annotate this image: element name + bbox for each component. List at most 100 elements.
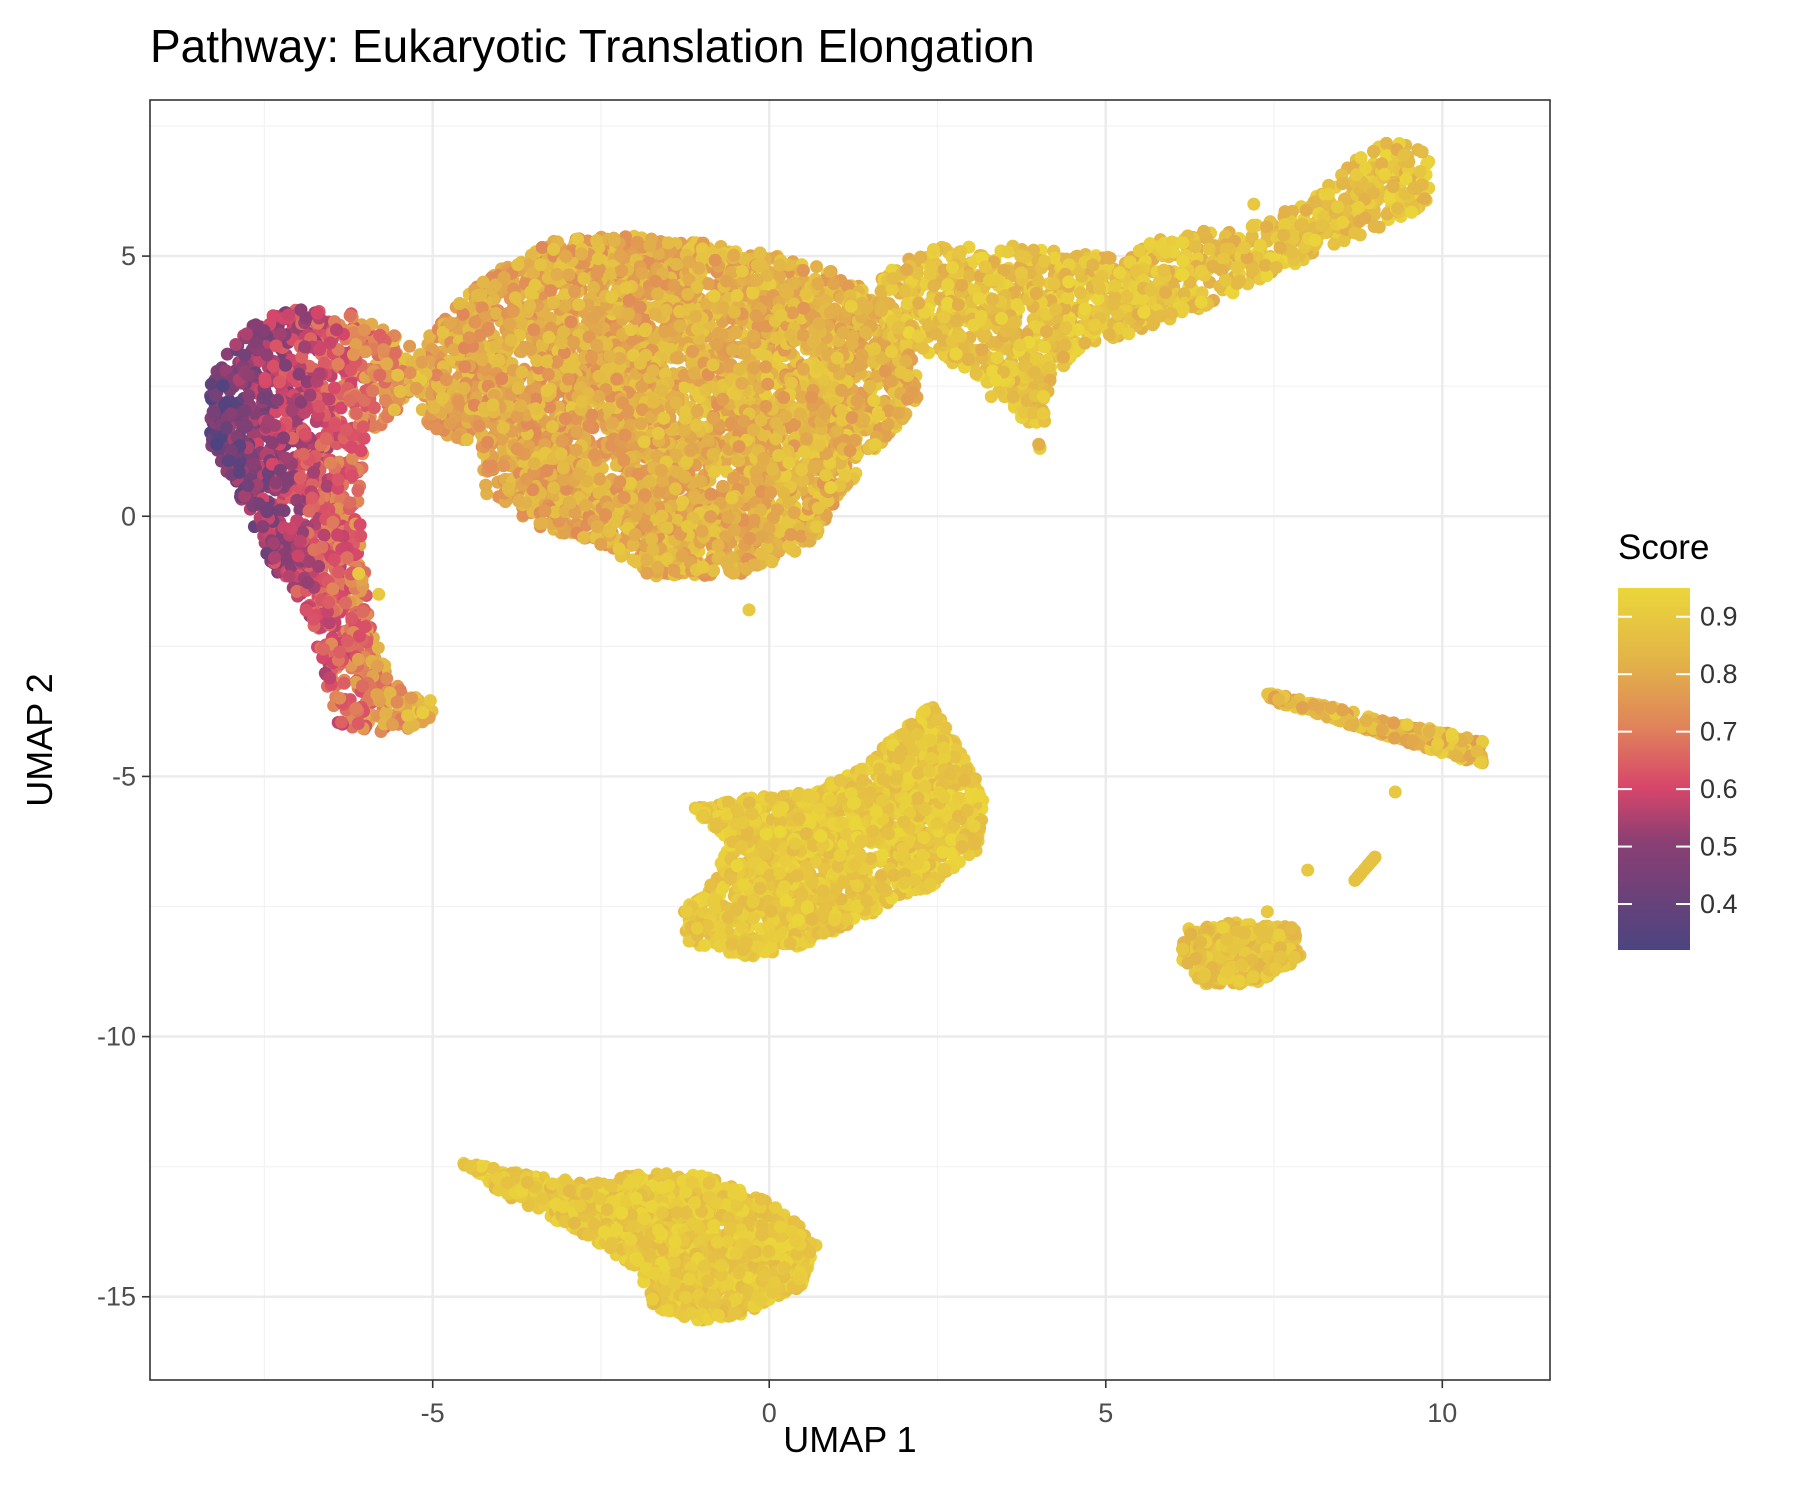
scatter-point <box>784 528 798 542</box>
scatter-point <box>605 416 619 430</box>
scatter-point <box>510 442 524 456</box>
scatter-point <box>669 482 683 496</box>
scatter-point <box>590 234 604 248</box>
scatter-point <box>855 296 869 310</box>
scatter-point <box>637 435 651 449</box>
scatter-point <box>613 248 627 262</box>
scatter-point <box>474 288 488 302</box>
scatter-point <box>541 368 555 381</box>
scatter-point <box>835 383 849 397</box>
scatter-point <box>616 396 629 410</box>
scatter-point <box>617 453 631 467</box>
scatter-point <box>730 289 744 302</box>
scatter-point <box>451 394 465 408</box>
scatter-point <box>512 494 526 508</box>
scatter-point <box>562 372 575 386</box>
scatter-point <box>603 349 617 363</box>
scatter-point <box>727 248 741 262</box>
scatter-point <box>577 272 591 286</box>
scatter-point <box>540 464 554 478</box>
scatter-point <box>796 264 810 277</box>
scatter-point <box>473 329 487 342</box>
scatter-point <box>716 301 730 315</box>
scatter-point <box>497 459 510 473</box>
scatter-point <box>727 471 741 485</box>
scatter-point <box>591 252 605 266</box>
scatter-point <box>749 309 763 323</box>
scatter-point <box>557 461 570 475</box>
scatter-point <box>793 407 807 421</box>
scatter-point <box>878 364 892 378</box>
scatter-point <box>827 277 841 291</box>
scatter-point <box>622 294 636 308</box>
scatter-point <box>501 482 515 496</box>
scatter-point <box>457 381 471 395</box>
scatter-point <box>453 297 467 310</box>
scatter-point <box>559 249 573 263</box>
scatter-point <box>725 491 739 505</box>
scatter-point <box>590 339 604 352</box>
scatter-point <box>742 485 756 499</box>
scatter-point <box>867 393 881 407</box>
scatter-point <box>648 307 662 321</box>
scatter-point <box>818 406 832 420</box>
scatter-point <box>669 257 683 271</box>
scatter-point <box>859 325 873 339</box>
scatter-point <box>651 426 665 440</box>
scatter-point <box>669 351 683 365</box>
scatter-point <box>468 315 482 329</box>
scatter-point <box>630 235 644 249</box>
scatter-point <box>781 285 795 299</box>
scatter-point <box>905 385 919 399</box>
scatter-point <box>777 391 791 404</box>
scatter-point <box>594 537 608 551</box>
scatter-point <box>807 460 821 474</box>
scatter-point <box>800 432 814 446</box>
scatter-point <box>747 513 761 527</box>
scatter-point <box>643 502 657 516</box>
scatter-point <box>479 478 493 492</box>
scatter-point <box>658 325 672 339</box>
scatter-point <box>676 495 690 509</box>
scatter-point <box>747 558 761 572</box>
scatter-point <box>811 501 825 515</box>
scatter-point <box>795 463 809 477</box>
scatter-point <box>443 416 457 430</box>
scatter-point <box>746 286 760 300</box>
scatter-point <box>476 275 490 289</box>
scatter-point <box>691 322 704 336</box>
scatter-points <box>204 136 1490 1327</box>
scatter-point <box>575 247 588 261</box>
scatter-point <box>535 241 549 254</box>
scatter-point <box>640 566 654 580</box>
scatter-point <box>489 339 502 353</box>
scatter-point <box>824 481 838 494</box>
scatter-point <box>757 452 771 465</box>
scatter-point <box>678 470 692 484</box>
scatter-point <box>701 277 715 291</box>
scatter-point <box>577 530 591 544</box>
scatter-point <box>769 432 783 446</box>
scatter-point <box>635 266 649 280</box>
scatter-point <box>492 353 506 367</box>
scatter-point <box>729 326 743 340</box>
scatter-point <box>692 261 706 275</box>
scatter-point <box>481 435 494 449</box>
scatter-point <box>590 305 604 319</box>
scatter-point <box>687 366 701 380</box>
scatter-point <box>605 290 618 304</box>
scatter-point <box>747 361 760 375</box>
scatter-point <box>694 474 708 488</box>
scatter-point <box>679 405 693 419</box>
scatter-point <box>489 307 503 320</box>
chart-title: Pathway: Eukaryotic Translation Elongati… <box>150 20 1035 72</box>
scatter-point <box>558 299 572 313</box>
scatter-point <box>629 554 643 568</box>
scatter-point <box>819 468 833 482</box>
scatter-point <box>667 278 681 292</box>
scatter-point <box>724 416 738 430</box>
scatter-point <box>738 346 752 360</box>
scatter-point <box>542 330 556 344</box>
scatter-point <box>610 372 624 386</box>
scatter-point <box>707 289 721 303</box>
